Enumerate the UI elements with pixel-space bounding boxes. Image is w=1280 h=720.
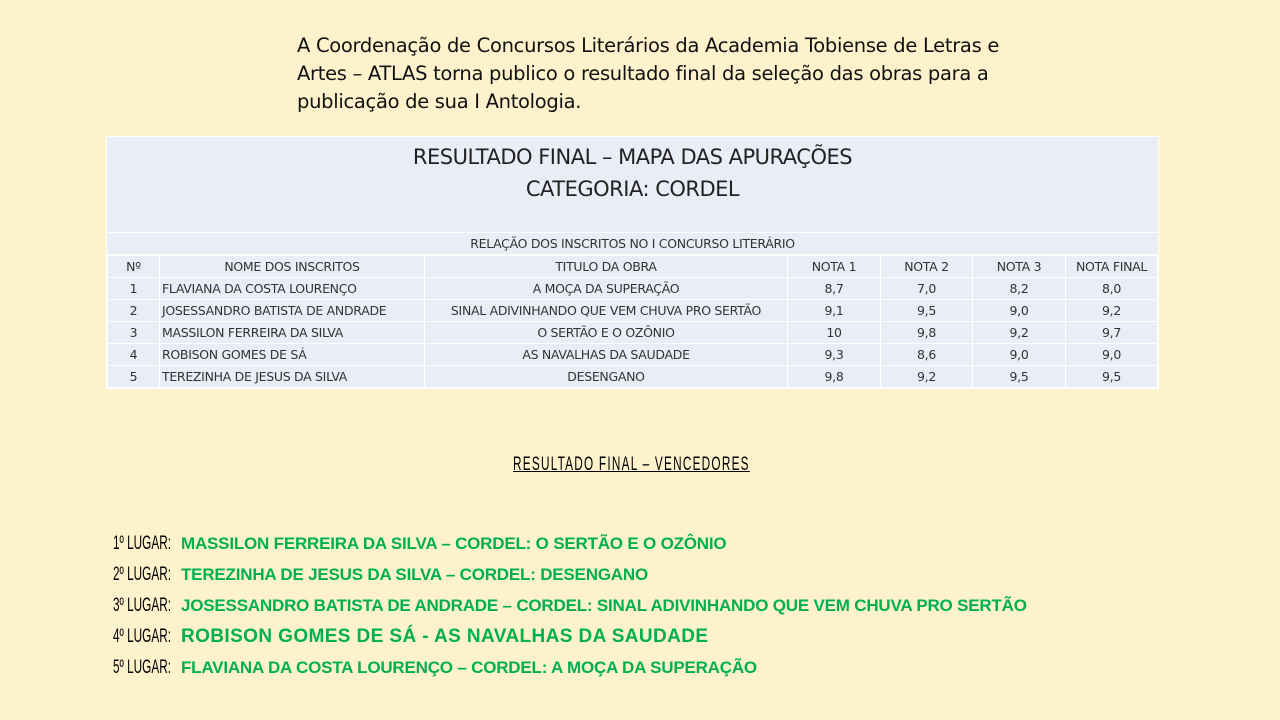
cell-final: 9,0 (1065, 343, 1158, 366)
winners-list: 1º LUGAR: MASSILON FERREIRA DA SILVA – CO… (113, 528, 1027, 683)
table-category: CATEGORIA: CORDEL (525, 177, 740, 201)
cell-nota1: 9,8 (787, 365, 881, 388)
cell-nota1: 10 (787, 321, 881, 344)
cell-nota2: 9,5 (880, 299, 973, 322)
cell-nota3: 9,0 (972, 299, 1066, 322)
table-subtitle: RELAÇÃO DOS INSCRITOS NO I CONCURSO LITE… (107, 233, 1158, 255)
cell-nota1: 9,1 (787, 299, 881, 322)
cell-nota1: 8,7 (787, 277, 881, 300)
cell-name: FLAVIANA DA COSTA LOURENÇO (159, 277, 425, 300)
table-row: 5 TEREZINHA DE JESUS DA SILVA DESENGANO 9,8… (107, 365, 1158, 388)
winners-title: RESULTADO FINAL – VENCEDORES (513, 454, 750, 475)
cell-nota1: 9,3 (787, 343, 881, 366)
cell-nota3: 9,0 (972, 343, 1066, 366)
winner-text: JOSESSANDRO BATISTA DE ANDRADE – CORDEL:… (181, 595, 1027, 615)
winner-place: 5º LUGAR: (113, 656, 171, 678)
cell-final: 8,0 (1065, 277, 1158, 300)
winner-item: 3º LUGAR: JOSESSANDRO BATISTA DE ANDRADE … (113, 590, 1027, 621)
winner-item: 1º LUGAR: MASSILON FERREIRA DA SILVA – CO… (113, 528, 1027, 559)
col-nota2: NOTA 2 (880, 255, 973, 278)
table-row: 2 JOSESSANDRO BATISTA DE ANDRADE SINAL ADI… (107, 299, 1158, 322)
cell-nota3: 9,2 (972, 321, 1066, 344)
col-number: Nº (107, 255, 160, 278)
cell-nota3: 8,2 (972, 277, 1066, 300)
cell-nota3: 9,5 (972, 365, 1066, 388)
col-nota1: NOTA 1 (787, 255, 881, 278)
cell-title: SINAL ADIVINHANDO QUE VEM CHUVA PRO SERT… (424, 299, 788, 322)
col-title: TITULO DA OBRA (424, 255, 788, 278)
cell-title: AS NAVALHAS DA SAUDADE (424, 343, 788, 366)
cell-name: MASSILON FERREIRA DA SILVA (159, 321, 425, 344)
col-final: NOTA FINAL (1065, 255, 1158, 278)
column-headers: Nº NOME DOS INSCRITOS TITULO DA OBRA NOT… (107, 255, 1158, 278)
col-nota3: NOTA 3 (972, 255, 1066, 278)
cell-number: 3 (107, 321, 160, 344)
table-row: 3 MASSILON FERREIRA DA SILVA O SERTÃO E O … (107, 321, 1158, 344)
col-name: NOME DOS INSCRITOS (159, 255, 425, 278)
cell-name: TEREZINHA DE JESUS DA SILVA (159, 365, 425, 388)
cell-nota2: 9,2 (880, 365, 973, 388)
results-table: RESULTADO FINAL – MAPA DAS APURAÇÕES CAT… (106, 136, 1159, 389)
winner-place: 1º LUGAR: (113, 532, 171, 554)
winner-text: MASSILON FERREIRA DA SILVA – CORDEL: O S… (181, 533, 727, 553)
table-row: 1 FLAVIANA DA COSTA LOURENÇO A MOÇA DA SUP… (107, 277, 1158, 300)
cell-name: JOSESSANDRO BATISTA DE ANDRADE (159, 299, 425, 322)
cell-title: DESENGANO (424, 365, 788, 388)
cell-title: O SERTÃO E O OZÔNIO (424, 321, 788, 344)
winner-text: ROBISON GOMES DE SÁ - AS NAVALHAS DA SAU… (181, 625, 709, 647)
cell-final: 9,7 (1065, 321, 1158, 344)
cell-nota2: 8,6 (880, 343, 973, 366)
winner-text: TEREZINHA DE JESUS DA SILVA – CORDEL: DE… (181, 564, 648, 584)
winner-place: 3º LUGAR: (113, 594, 171, 616)
cell-name: ROBISON GOMES DE SÁ (159, 343, 425, 366)
cell-nota2: 7,0 (880, 277, 973, 300)
table-header: RESULTADO FINAL – MAPA DAS APURAÇÕES CAT… (107, 137, 1158, 233)
intro-paragraph: A Coordenação de Concursos Literários da… (297, 34, 1000, 113)
table-title: RESULTADO FINAL – MAPA DAS APURAÇÕES (412, 145, 853, 169)
winner-place: 2º LUGAR: (113, 563, 171, 585)
winner-place: 4º LUGAR: (113, 625, 171, 647)
winner-text: FLAVIANA DA COSTA LOURENÇO – CORDEL: A M… (181, 657, 757, 677)
winner-item: 4º LUGAR: ROBISON GOMES DE SÁ - AS NAVALH… (113, 621, 1027, 652)
cell-nota2: 9,8 (880, 321, 973, 344)
cell-final: 9,5 (1065, 365, 1158, 388)
cell-final: 9,2 (1065, 299, 1158, 322)
table-row: 4 ROBISON GOMES DE SÁ AS NAVALHAS DA SAUDA… (107, 343, 1158, 366)
cell-title: A MOÇA DA SUPERAÇÃO (424, 277, 788, 300)
winner-item: 2º LUGAR: TEREZINHA DE JESUS DA SILVA – C… (113, 559, 1027, 590)
cell-number: 4 (107, 343, 160, 366)
winner-item: 5º LUGAR: FLAVIANA DA COSTA LOURENÇO – CO… (113, 652, 1027, 683)
cell-number: 5 (107, 365, 160, 388)
cell-number: 2 (107, 299, 160, 322)
cell-number: 1 (107, 277, 160, 300)
